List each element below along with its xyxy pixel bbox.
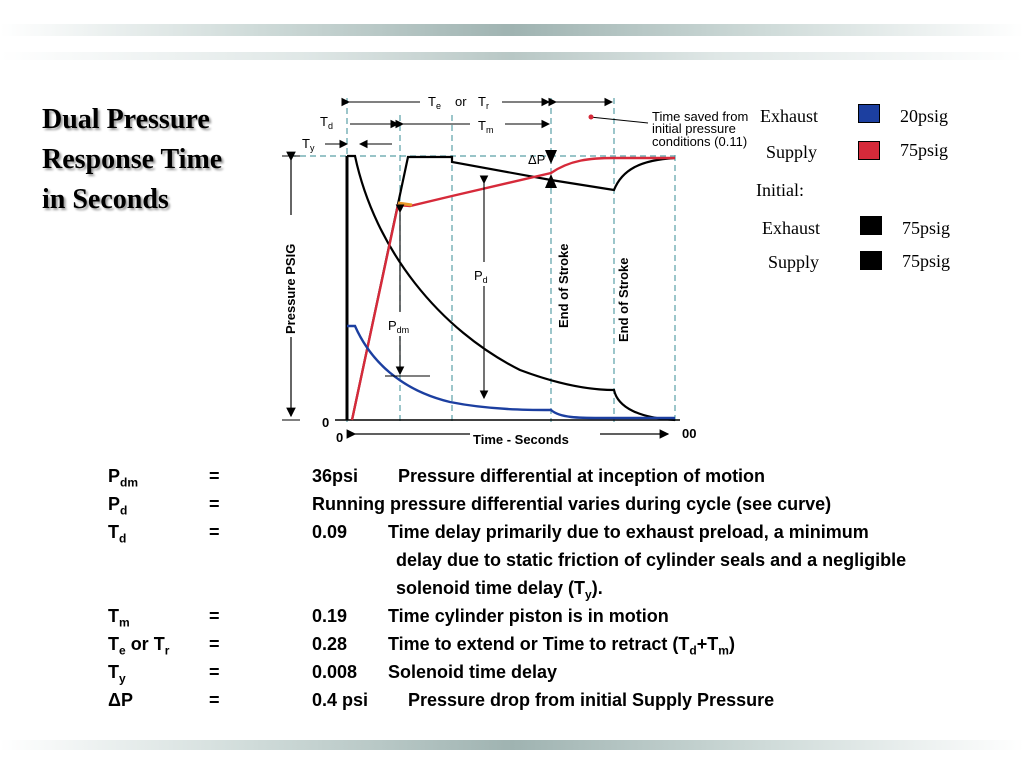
legend-initial-exhaust-value: 75psig	[902, 218, 951, 238]
def-value: 0.4 psi	[312, 690, 369, 710]
def-description-cont: solenoid time delay (Ty).	[396, 578, 603, 602]
pdm-label: Pdm	[388, 318, 409, 335]
time-saved-pointer	[589, 116, 649, 124]
definition-delta-p: ΔP = 0.4 psi Pressure drop from initial …	[108, 690, 1018, 718]
legend-exhaust-value: 20psig	[900, 106, 949, 126]
end-of-stroke-label-2: End of Stroke	[616, 257, 631, 342]
def-description-cont: delay due to static friction of cylinder…	[396, 550, 907, 570]
definition-pdm: Pdm = 36psi Pressure differential at inc…	[108, 466, 1018, 494]
exhaust-curve	[347, 324, 675, 420]
title-line-1: Dual Pressure	[42, 104, 210, 135]
initial-supply-curve	[350, 155, 676, 421]
def-equals: =	[209, 634, 220, 654]
legend-supply-swatch	[858, 141, 880, 160]
y-axis-label: Pressure PSIG	[283, 244, 298, 334]
def-symbol: T	[108, 522, 119, 542]
def-equals: =	[209, 494, 220, 514]
time-saved-dot	[588, 114, 594, 120]
footer-band	[0, 740, 1024, 750]
def-description: Solenoid time delay	[388, 662, 558, 682]
def-value: 0.008	[312, 662, 358, 682]
legend-supply-label: Supply	[766, 142, 818, 162]
def-symbol: P	[108, 466, 121, 486]
x-start-label: 0	[336, 430, 343, 445]
initial-exhaust-curve	[347, 154, 676, 422]
def-description: Running pressure differential varies dur…	[312, 494, 832, 514]
header-band	[0, 24, 1024, 36]
def-description: Time cylinder piston is in motion	[388, 606, 669, 626]
def-equals: =	[209, 690, 220, 710]
x-label-bg	[470, 428, 600, 444]
time-saved-line-3: conditions (0.11)	[652, 134, 747, 149]
legend-initial-exhaust-swatch	[860, 216, 882, 235]
delta-p-label: ΔP	[528, 152, 545, 167]
pressure-response-diagram: Pressure PSIG Time - Seconds 0 00 0 Te o…	[281, 94, 748, 447]
def-symbol-sub: y	[119, 671, 126, 686]
legend-initial-supply-swatch	[860, 251, 882, 270]
definition-ty: Ty = 0.008 Solenoid time delay	[108, 662, 1018, 690]
te-label: Te	[428, 94, 441, 111]
def-symbol-sub: m	[119, 615, 130, 630]
legend-initial-label: Initial:	[756, 180, 804, 200]
legend-initial-exhaust-label: Exhaust	[762, 218, 820, 238]
supply-curve	[350, 156, 675, 421]
legend-initial-supply-value: 75psig	[902, 251, 951, 271]
definition-te-tr: Te or Tr = 0.28 Time to extend or Time t…	[108, 634, 735, 658]
def-equals: =	[209, 606, 220, 626]
def-symbol: T	[108, 662, 119, 682]
ty-label: Ty	[302, 136, 315, 153]
header-band-thin	[0, 52, 1024, 60]
y-zero-label: 0	[322, 415, 329, 430]
def-value: 36psi	[312, 466, 359, 486]
delta-p-arrow-up	[545, 174, 557, 188]
pdm-label-bg	[385, 312, 421, 336]
timing-arrows	[325, 97, 614, 149]
legend-exhaust-swatch	[858, 104, 880, 123]
legend-initial-supply-label: Supply	[768, 252, 820, 272]
legend-supply-value: 75psig	[900, 140, 949, 160]
def-equals: =	[209, 522, 220, 542]
def-description: Pressure drop from initial Supply Pressu…	[408, 690, 775, 710]
delta-p-arrow-down	[545, 150, 557, 164]
def-symbol-sub: d	[119, 531, 127, 546]
def-equals: =	[209, 662, 220, 682]
x-axis-label: Time - Seconds	[473, 432, 569, 447]
def-symbol-sub: d	[120, 503, 128, 518]
def-symbol: ΔP	[108, 690, 133, 710]
def-description: Time to extend or Time to retract (Td+Tm…	[388, 634, 735, 658]
def-value: 0.19	[312, 606, 348, 626]
def-equals: =	[209, 466, 220, 486]
tr-label: Tr	[478, 94, 489, 111]
td-label: Td	[320, 114, 333, 131]
time-saved-line-1: Time saved from	[652, 109, 748, 124]
definition-tm: Tm = 0.19 Time cylinder piston is in mot…	[108, 606, 1018, 634]
def-value: 0.28	[312, 634, 348, 654]
def-symbol-sub: dm	[120, 475, 139, 490]
legend-exhaust-label: Exhaust	[760, 106, 818, 126]
y-label-bg	[281, 215, 301, 337]
slide-title: Dual Pressure Response Time in Seconds	[42, 100, 282, 220]
definition-td-cont-1: delay due to static friction of cylinder…	[108, 550, 1018, 578]
def-symbol: T	[108, 606, 119, 626]
tm-label: Tm	[478, 118, 493, 135]
end-of-stroke-label-1: End of Stroke	[556, 243, 571, 328]
x-end-label: 00	[682, 426, 696, 441]
pd-label: Pd	[474, 268, 488, 285]
title-line-2: Response Time	[42, 144, 223, 175]
definition-td: Td = 0.09 Time delay primarily due to ex…	[108, 522, 1018, 550]
time-saved-line-2: initial pressure	[652, 121, 736, 136]
supply-knee-highlight	[397, 201, 413, 207]
def-symbol: P	[108, 494, 121, 514]
pd-label-bg	[472, 262, 498, 286]
def-value: 0.09	[312, 522, 348, 542]
title-line-3: in Seconds	[42, 184, 169, 215]
definitions-list: Pdm = 36psi Pressure differential at inc…	[108, 466, 1018, 718]
definition-td-cont-2: solenoid time delay (Ty).	[108, 578, 1018, 606]
def-description: Pressure differential at inception of mo…	[398, 466, 766, 486]
definition-pd: Pd = Running pressure differential varie…	[108, 494, 1018, 522]
or-label: or	[455, 94, 467, 109]
def-description: Time delay primarily due to exhaust prel…	[388, 522, 869, 542]
